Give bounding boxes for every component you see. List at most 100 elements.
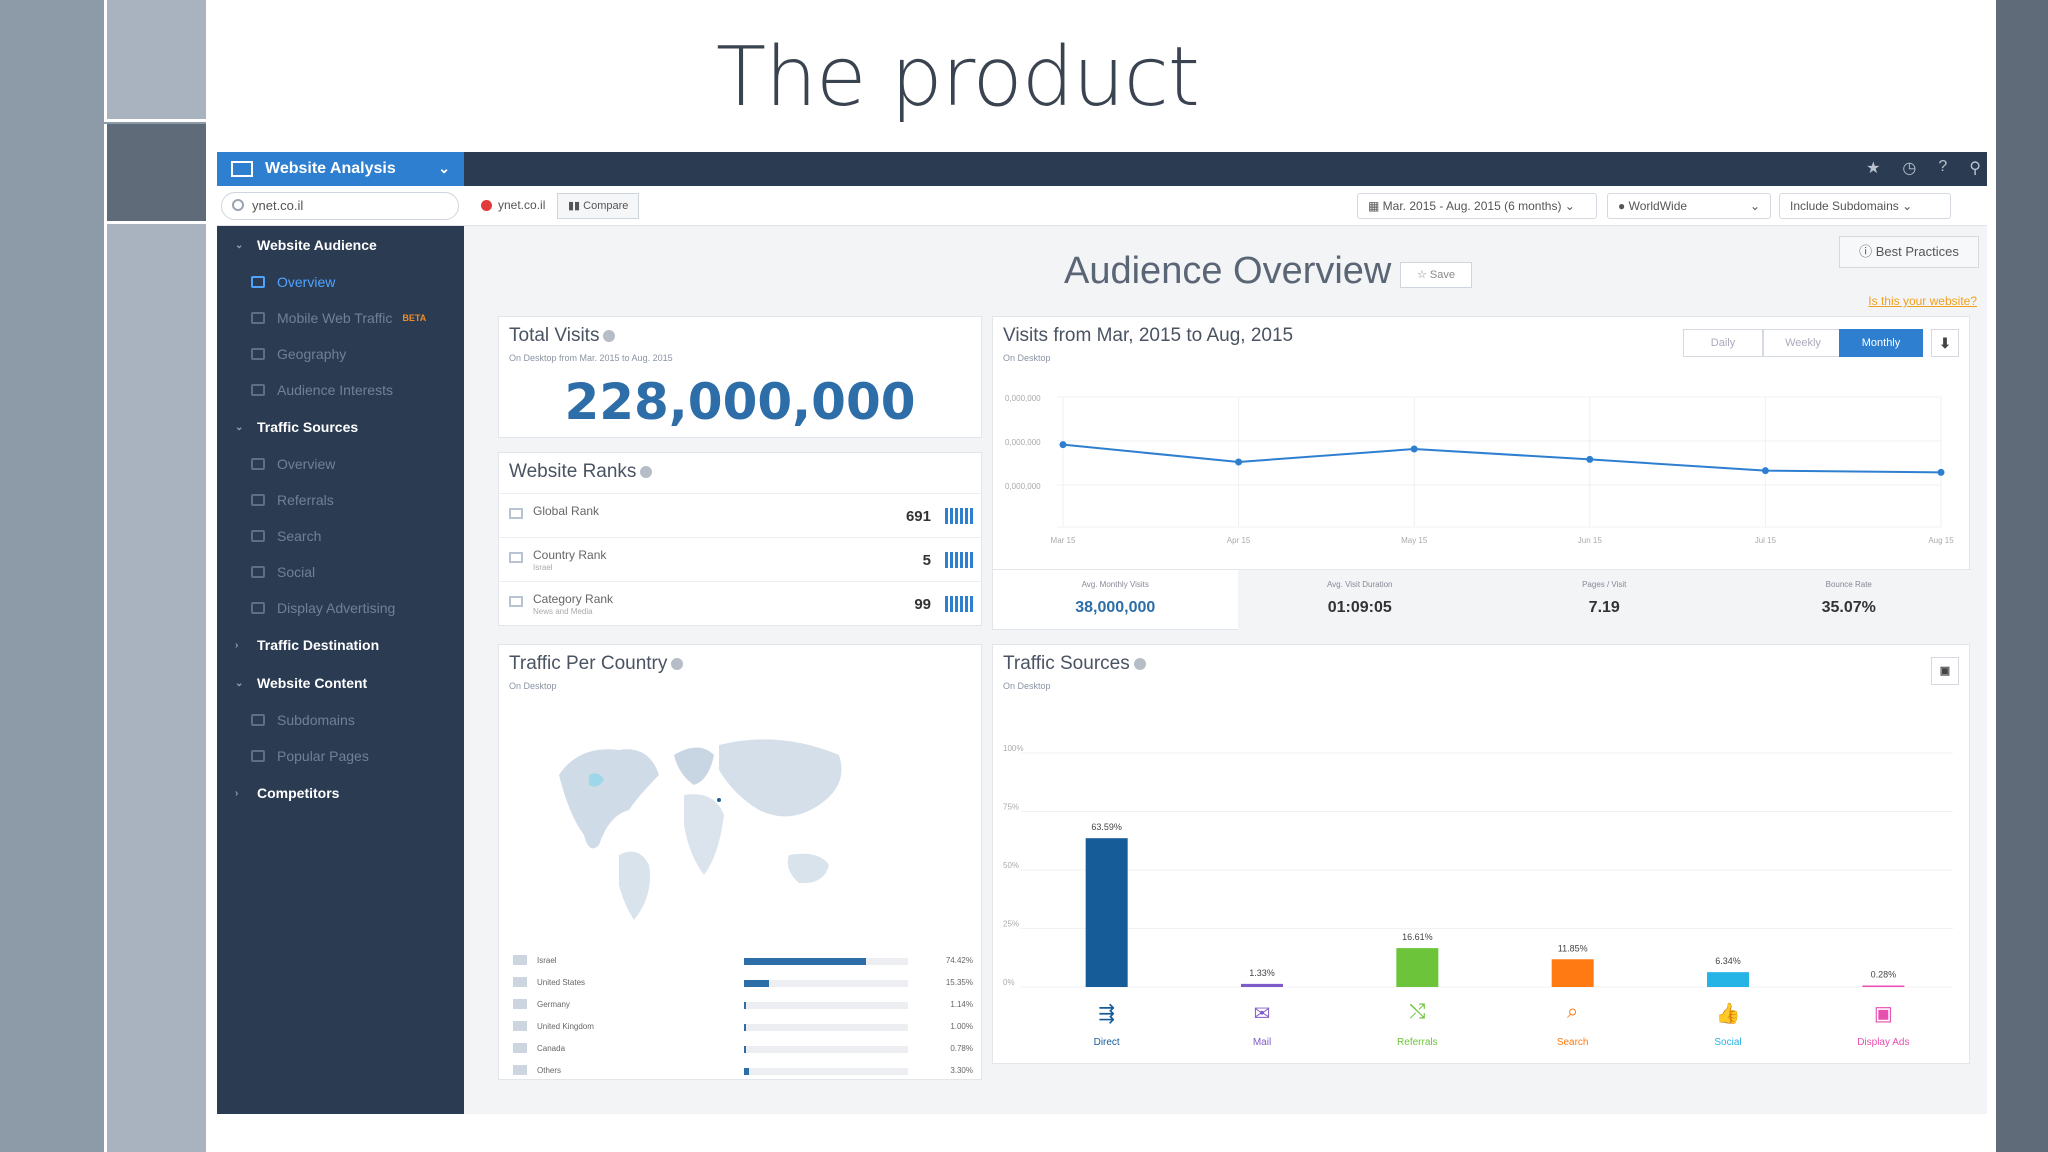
- search-bar: ynet.co.il ynet.co.il ▮▮ Compare ▦ Mar. …: [217, 186, 1987, 226]
- traffic-source-label[interactable]: Social: [1714, 1037, 1742, 1048]
- traffic-source-label[interactable]: Search: [1556, 1037, 1589, 1048]
- user-icon[interactable]: ⚲: [1969, 160, 1981, 177]
- sidebar-item-label: Overview: [277, 274, 336, 290]
- country-share: 1.14%: [950, 1000, 973, 1009]
- date-range-select[interactable]: ▦ Mar. 2015 - Aug. 2015 (6 months) ⌄: [1357, 193, 1597, 219]
- site-favicon-icon: [481, 199, 492, 211]
- traffic-source-label[interactable]: Referrals: [1397, 1037, 1438, 1048]
- direct-icon: ⇶: [1098, 1003, 1116, 1025]
- star-icon[interactable]: ★: [1866, 160, 1881, 177]
- share-bar-track: [744, 1046, 908, 1053]
- region-select[interactable]: ● WorldWide ⌄: [1607, 193, 1771, 219]
- sidebar-item[interactable]: Overview: [217, 446, 464, 482]
- country-share: 0.78%: [950, 1044, 973, 1053]
- nav-icon: [251, 276, 265, 288]
- help-icon[interactable]: ?: [1938, 158, 1948, 175]
- top-icons: ★ ◷ ? ⚲: [1866, 158, 1981, 178]
- info-icon[interactable]: [603, 329, 616, 342]
- nav-icon: [251, 348, 265, 360]
- mail-icon: ✉: [1253, 1003, 1271, 1025]
- sidebar-item[interactable]: Popular Pages: [217, 738, 464, 774]
- search-icon: [232, 199, 244, 211]
- share-bar-fill: [744, 958, 867, 965]
- beta-badge: BETA: [402, 313, 427, 323]
- sidebar-item[interactable]: Geography: [217, 336, 464, 372]
- sidebar-item[interactable]: Search: [217, 518, 464, 554]
- visits-point: [1059, 441, 1067, 449]
- sidebar-item[interactable]: Audience Interests: [217, 372, 464, 408]
- sidebar-item[interactable]: Overview: [217, 264, 464, 300]
- share-bar-fill: [744, 1024, 746, 1031]
- traffic-source-bar: [1241, 983, 1283, 987]
- nav-icon: [251, 714, 265, 726]
- metric-tile: Avg. Monthly Visits 38,000,000: [993, 569, 1238, 631]
- sidebar-section[interactable]: ⌄ Traffic Sources: [217, 408, 464, 446]
- metric-label: Avg. Visit Duration: [1326, 580, 1393, 589]
- rank-value: 99: [914, 596, 931, 613]
- best-practices-button[interactable]: ⓘ Best Practices: [1839, 236, 1979, 268]
- metric-value: 35.07%: [1821, 599, 1876, 616]
- x-tick-label: Jun 15: [1578, 536, 1603, 545]
- bar-value-label: 1.33%: [1249, 968, 1275, 978]
- share-bar-fill: [744, 1046, 746, 1053]
- traffic-source-label[interactable]: Mail: [1252, 1037, 1272, 1048]
- download-icon[interactable]: ⬇: [1931, 329, 1959, 357]
- app-screenshot: Website Analysis ⌄ ★ ◷ ? ⚲ ynet.co.il yn…: [217, 152, 1987, 1114]
- main-content: Audience Overview ☆ Save ⓘ Best Practice…: [464, 226, 1987, 1114]
- flag-icon: [513, 1043, 527, 1053]
- sidebar-item-label: Display Advertising: [277, 600, 396, 616]
- sidebar-item[interactable]: Display Advertising: [217, 590, 464, 626]
- y-tick-label: 50%: [1003, 861, 1019, 870]
- share-bar-track: [744, 1024, 908, 1031]
- search-input[interactable]: ynet.co.il: [221, 192, 459, 220]
- info-icon[interactable]: [1133, 657, 1146, 670]
- metric-value: 7.19: [1588, 599, 1620, 616]
- claim-website-link[interactable]: Is this your website?: [1868, 294, 1977, 308]
- country-row: Israel 74.42%: [509, 953, 989, 969]
- y-tick-label: 0%: [1003, 978, 1015, 987]
- info-icon[interactable]: [671, 657, 684, 670]
- card-subtitle: On Desktop from Mar. 2015 to Aug. 2015: [509, 353, 673, 363]
- country-name: Others: [537, 1066, 562, 1075]
- sidebar: ⌄ Website Audience Overview Mobile Web Traf…: [217, 226, 464, 1114]
- share-bar-fill: [744, 980, 770, 987]
- visits-point: [1937, 468, 1945, 476]
- slide-decoration-strip: [104, 224, 206, 1152]
- y-tick-label: 75%: [1003, 803, 1019, 812]
- visits-line-chart: 0,000,000 0,000,000 0,000,000 Mar 15 Apr 15 M…: [1005, 394, 1954, 545]
- product-name: Website Analysis: [265, 160, 396, 177]
- sidebar-section[interactable]: ⌄ Website Content: [217, 664, 464, 702]
- sidebar-section[interactable]: › Competitors: [217, 774, 464, 812]
- sidebar-item[interactable]: Referrals: [217, 482, 464, 518]
- metric-tile: Avg. Visit Duration 01:09:05: [1237, 569, 1482, 631]
- compare-button[interactable]: ▮▮ Compare: [557, 193, 640, 219]
- traffic-source-label[interactable]: Display Ads: [1857, 1037, 1910, 1048]
- country-row: Canada 0.78%: [509, 1041, 989, 1057]
- traffic-sources-bar-chart: 100% 75% 50% 25% 0% 63.59% 1.33% 16.61% 11.85% 6.…: [1003, 744, 1953, 988]
- sidebar-item[interactable]: Social: [217, 554, 464, 590]
- traffic-source-label[interactable]: Direct: [1093, 1037, 1120, 1048]
- save-button[interactable]: ☆ Save: [1400, 262, 1472, 288]
- traffic-source-bar: [1085, 838, 1128, 987]
- chevron-down-icon: ⌄: [438, 160, 450, 176]
- subdomains-select[interactable]: Include Subdomains ⌄: [1779, 193, 1951, 219]
- sidebar-item-label: Subdomains: [277, 712, 355, 728]
- sidebar-item[interactable]: Mobile Web Traffic BETA: [217, 300, 464, 336]
- info-icon[interactable]: [640, 465, 653, 478]
- weekly-toggle[interactable]: Weekly: [1763, 329, 1843, 357]
- clock-icon[interactable]: ◷: [1902, 160, 1917, 177]
- card-subtitle: On Desktop: [509, 681, 557, 691]
- visits-point: [1761, 467, 1769, 475]
- country-share: 3.30%: [950, 1066, 973, 1075]
- daily-toggle[interactable]: Daily: [1683, 329, 1763, 357]
- monthly-toggle[interactable]: Monthly: [1839, 329, 1923, 357]
- sidebar-section[interactable]: ⌄ Website Audience: [217, 226, 464, 264]
- card-title: Traffic Sources: [1003, 653, 1146, 675]
- product-switcher[interactable]: Website Analysis ⌄: [217, 152, 464, 186]
- sidebar-section[interactable]: › Traffic Destination: [217, 626, 464, 664]
- export-image-icon[interactable]: ▣: [1931, 657, 1959, 685]
- sidebar-item[interactable]: Subdomains: [217, 702, 464, 738]
- top-bar: Website Analysis ⌄ ★ ◷ ? ⚲: [217, 152, 1987, 186]
- card-subtitle: On Desktop: [1003, 681, 1051, 691]
- sidebar-item-label: Search: [277, 528, 322, 544]
